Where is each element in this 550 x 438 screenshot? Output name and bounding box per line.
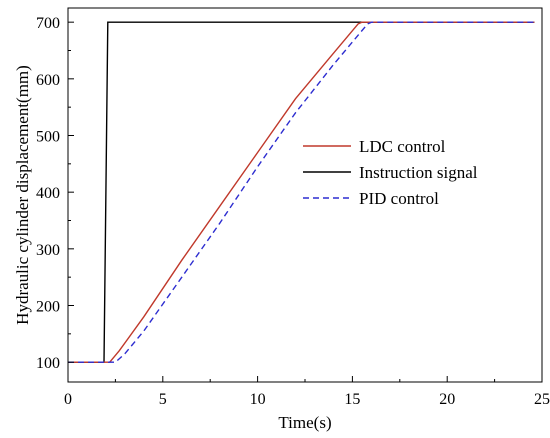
x-tick-label: 0 — [64, 391, 72, 408]
y-tick-label: 700 — [36, 15, 60, 32]
x-tick-label: 10 — [250, 391, 266, 408]
y-tick-label: 200 — [36, 299, 60, 316]
series-line-instruction-signal — [68, 21, 535, 363]
y-tick-label: 600 — [36, 72, 60, 89]
y-tick-label: 400 — [36, 185, 60, 202]
legend: LDC control Instruction signal PID control — [303, 137, 478, 208]
plot-lines — [68, 21, 535, 363]
x-tick-label: 5 — [159, 391, 167, 408]
x-tick-label: 15 — [344, 391, 360, 408]
y-tick-label: 300 — [36, 242, 60, 259]
x-tick-label: 20 — [439, 391, 455, 408]
y-tick-label: 100 — [36, 355, 60, 372]
legend-label: Instruction signal — [359, 163, 478, 182]
x-tick-label: 25 — [534, 391, 550, 408]
plot-frame — [67, 7, 543, 383]
legend-label: PID control — [359, 189, 439, 208]
legend-label: LDC control — [359, 137, 446, 156]
y-tick-label: 500 — [36, 129, 60, 146]
series-line-ldc-control — [68, 21, 535, 363]
x-axis: 0 5 10 15 20 25 — [64, 376, 550, 408]
series-line-pid-control — [68, 21, 535, 363]
y-axis-title: Hydraulic cylinder displacement(mm) — [13, 65, 32, 325]
x-axis-title: Time(s) — [278, 413, 331, 432]
y-axis: 100 200 300 400 500 600 700 — [36, 15, 74, 372]
